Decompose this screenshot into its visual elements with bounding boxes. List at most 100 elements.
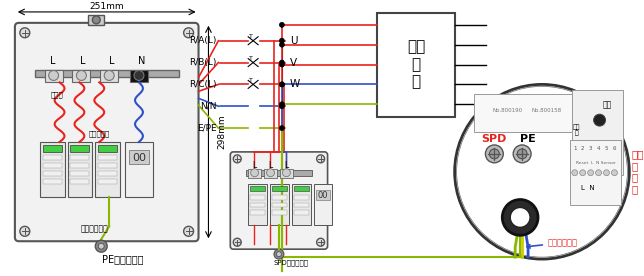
Circle shape <box>279 126 285 131</box>
Text: 00: 00 <box>132 153 146 163</box>
Circle shape <box>279 102 285 107</box>
Text: 采样感应探头: 采样感应探头 <box>527 238 578 248</box>
Circle shape <box>279 42 285 47</box>
Bar <box>95 142 120 197</box>
Bar <box>125 142 153 197</box>
Bar <box>99 145 117 152</box>
Text: 3: 3 <box>589 147 592 152</box>
Circle shape <box>279 62 285 67</box>
Circle shape <box>317 155 325 163</box>
Bar <box>43 171 62 176</box>
Circle shape <box>134 70 144 80</box>
FancyBboxPatch shape <box>15 23 198 241</box>
Text: T: T <box>249 34 253 39</box>
Bar <box>35 70 178 78</box>
Text: 251mm: 251mm <box>89 2 124 12</box>
Circle shape <box>594 114 605 126</box>
Bar <box>248 169 261 178</box>
Text: PE: PE <box>520 134 536 144</box>
Circle shape <box>267 169 274 177</box>
Bar <box>250 195 265 200</box>
Text: 6: 6 <box>612 147 616 152</box>
Text: 雷击
计
数
器: 雷击 计 数 器 <box>631 149 644 194</box>
Bar <box>99 155 117 160</box>
Bar <box>129 150 149 164</box>
Text: L  N: L N <box>581 185 594 191</box>
Text: R/C(L): R/C(L) <box>189 80 216 89</box>
Circle shape <box>77 70 86 80</box>
Text: 1: 1 <box>573 147 576 152</box>
Bar <box>272 186 287 191</box>
Bar <box>264 169 277 178</box>
Bar <box>70 145 90 152</box>
Text: L: L <box>252 161 256 170</box>
Bar <box>377 13 455 117</box>
Bar <box>292 184 310 225</box>
Text: 4: 4 <box>597 147 600 152</box>
Text: L: L <box>284 161 288 170</box>
Circle shape <box>279 60 285 65</box>
Text: 2: 2 <box>581 147 585 152</box>
Circle shape <box>588 170 594 176</box>
Bar <box>272 203 287 208</box>
Circle shape <box>580 170 585 176</box>
Text: R/A(L): R/A(L) <box>189 36 216 45</box>
Text: No.800190: No.800190 <box>492 108 522 113</box>
Text: 显示: 显示 <box>603 101 612 110</box>
Text: 雷击计数器: 雷击计数器 <box>89 131 110 137</box>
Circle shape <box>279 22 285 27</box>
Circle shape <box>517 149 527 159</box>
Bar <box>272 195 287 200</box>
Text: 电器
设
备: 电器 设 备 <box>407 40 425 89</box>
Text: L: L <box>80 55 85 66</box>
Circle shape <box>279 82 285 87</box>
Bar <box>130 70 148 83</box>
Text: 00: 00 <box>317 191 328 200</box>
Bar <box>572 90 623 175</box>
Circle shape <box>184 226 194 236</box>
Bar <box>294 195 308 200</box>
Bar <box>250 203 265 208</box>
Circle shape <box>276 252 281 257</box>
Text: SPD: SPD <box>482 134 507 144</box>
Bar <box>294 186 308 191</box>
Text: N: N <box>138 55 146 66</box>
Text: 5: 5 <box>605 147 609 152</box>
Bar <box>294 203 308 208</box>
Circle shape <box>274 249 284 259</box>
Bar <box>99 171 117 176</box>
Circle shape <box>20 28 30 38</box>
Text: L: L <box>268 161 272 170</box>
Bar <box>43 145 62 152</box>
Bar <box>248 184 267 225</box>
Text: PE防雷接地线: PE防雷接地线 <box>102 254 144 264</box>
Circle shape <box>510 208 530 227</box>
Bar <box>70 171 90 176</box>
Circle shape <box>92 16 100 24</box>
Bar <box>43 163 62 168</box>
Circle shape <box>489 149 499 159</box>
Circle shape <box>596 170 601 176</box>
Text: Reset  L  N Sensor: Reset L N Sensor <box>576 161 616 165</box>
Bar <box>43 155 62 160</box>
Bar <box>88 15 104 25</box>
Text: E/PE: E/PE <box>197 124 216 132</box>
Bar <box>44 70 62 83</box>
Bar <box>70 163 90 168</box>
Circle shape <box>233 238 242 246</box>
Bar <box>250 211 265 216</box>
Bar <box>316 190 330 200</box>
Circle shape <box>279 82 285 87</box>
Circle shape <box>603 170 609 176</box>
Circle shape <box>502 200 538 235</box>
Bar <box>475 94 574 132</box>
FancyBboxPatch shape <box>231 152 328 249</box>
Text: 报警
器: 报警 器 <box>573 124 580 136</box>
Circle shape <box>279 38 285 43</box>
Bar <box>272 211 287 216</box>
Bar <box>570 140 621 205</box>
Circle shape <box>95 240 107 252</box>
Bar <box>280 169 293 178</box>
Circle shape <box>233 155 242 163</box>
Circle shape <box>611 170 618 176</box>
